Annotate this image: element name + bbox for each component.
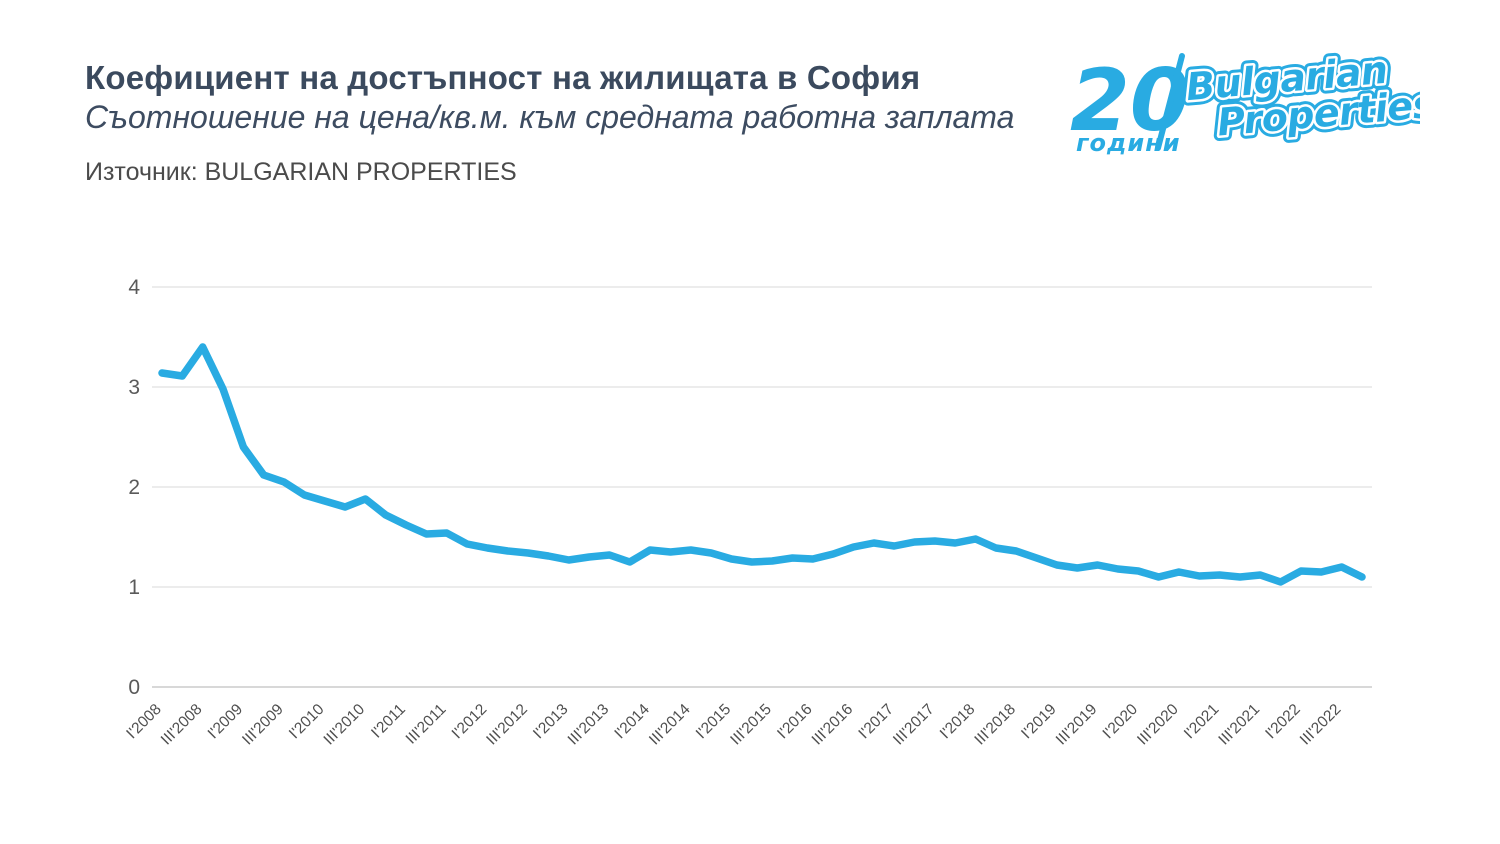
y-tick-label: 2 [128,476,140,499]
logo-slash-icon [1155,53,1185,151]
x-tick-label: III'2008 [158,701,206,749]
header: Коефициент на достъпност на жилищата в С… [85,58,1014,187]
x-tick-label: III'2011 [403,701,450,748]
x-tick-label: III'2020 [1134,701,1182,749]
x-tick-label: III'2010 [321,701,369,749]
chart-source: Източник: BULGARIAN PROPERTIES [85,158,517,186]
x-tick-label: III'2019 [1053,701,1101,749]
data-line [158,343,1366,586]
line-chart: 0 1 2 3 4 I'2008 III'2008 I'2009 III'2009 I'2010 I… [0,230,1500,844]
y-tick-label: 3 [128,376,140,399]
x-tick-label: III'2018 [971,701,1019,749]
logo-wordmark: Bulgarian Bulgarian Bulgarian Properties… [1179,48,1420,150]
x-tick-label: III'2013 [565,701,613,749]
x-tick-label: III'2017 [890,701,938,749]
x-tick-label: III'2022 [1297,701,1345,749]
x-tick-label: III'2015 [727,701,775,749]
y-tick-label: 1 [128,576,140,599]
y-tick-label: 0 [128,676,140,699]
x-tick-label: III'2012 [483,701,531,749]
x-tick-label: III'2021 [1215,701,1263,749]
y-tick-label: 4 [128,276,140,299]
x-tick-label: III'2009 [239,701,287,749]
bulgarian-properties-logo: 20 години Bulgarian Bulgarian Bulgarian … [1070,48,1420,157]
x-tick-label: III'2014 [646,701,694,749]
x-tick-label: III'2016 [809,701,857,749]
chart-subtitle: Съотношение на цена/кв.м. към средната р… [85,99,1015,135]
chart-title: Коефициент на достъпност на жилищата в С… [85,59,921,96]
